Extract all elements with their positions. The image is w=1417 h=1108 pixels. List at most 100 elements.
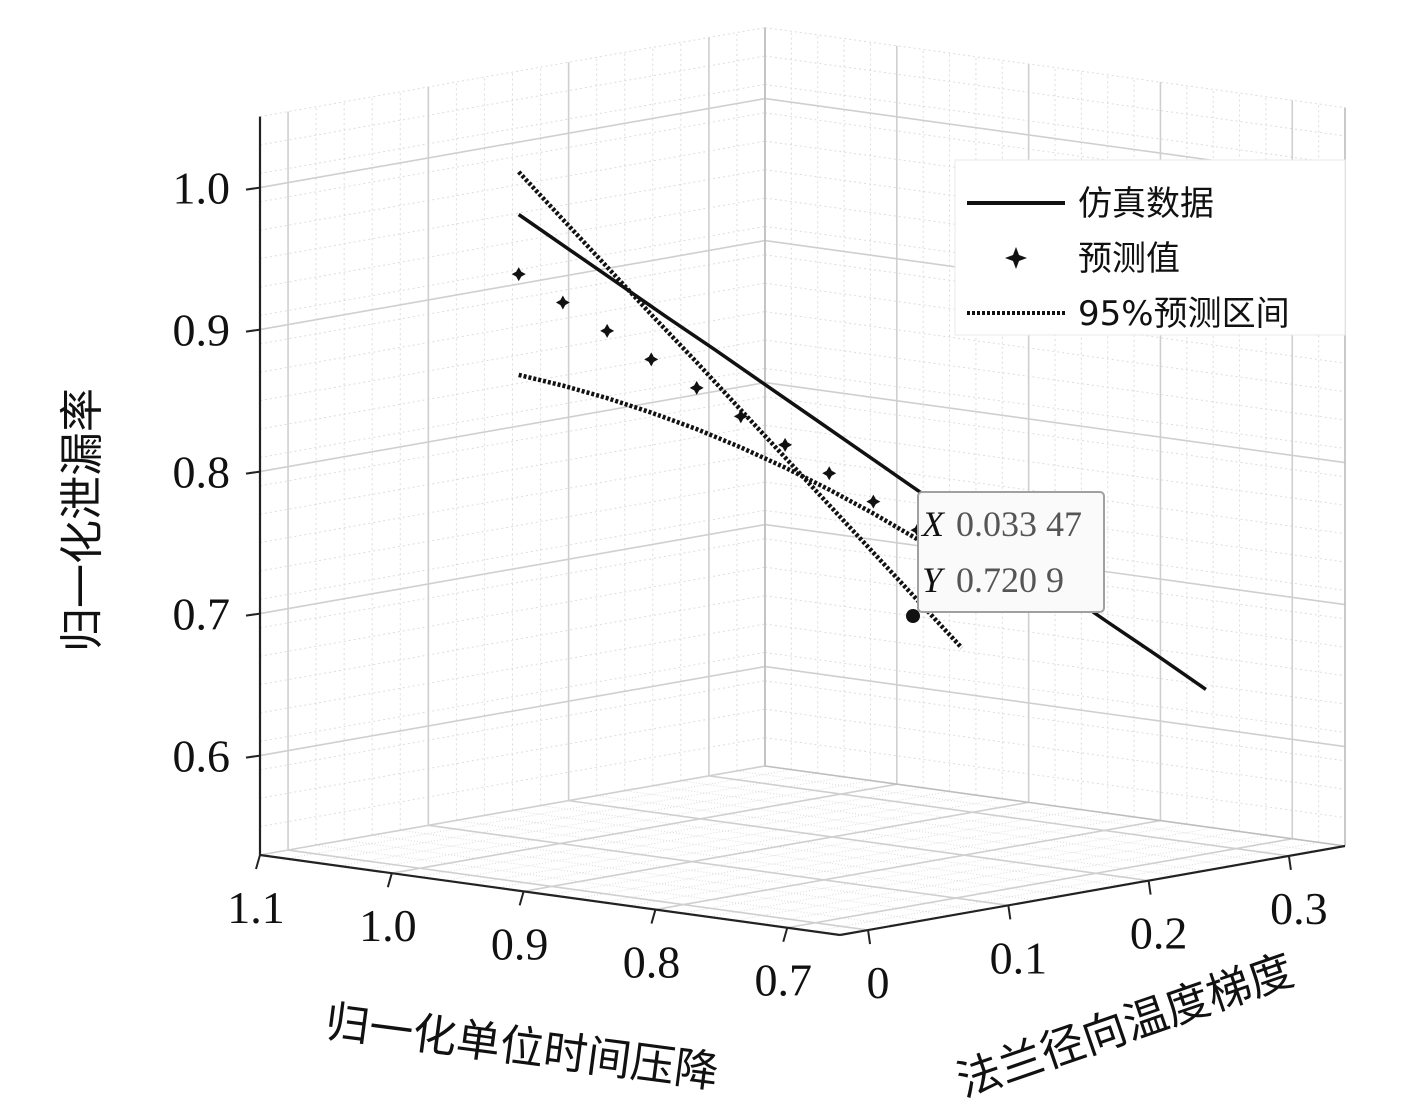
datatip: X 0.033 47 Y 0.720 9 — [906, 491, 1105, 623]
x-tick-mark — [650, 909, 657, 924]
grid-minor-line — [708, 827, 1214, 918]
z-tick-mark — [245, 186, 261, 191]
prediction-point — [600, 323, 615, 338]
grid-major-line — [259, 97, 766, 189]
z-tick-mark — [245, 754, 261, 759]
grid-minor-line — [259, 453, 766, 544]
grid-minor-line — [549, 805, 1056, 896]
y-tick-mark — [1287, 855, 1292, 871]
datatip-box — [917, 491, 1105, 613]
grid-major-line — [259, 239, 766, 331]
grid-minor-line — [259, 27, 766, 118]
z-tick-mark — [245, 470, 261, 475]
grid-minor-line — [312, 772, 818, 863]
grid-minor-line — [259, 367, 766, 458]
grid-minor-line — [259, 396, 766, 487]
y-tick-mark — [1147, 880, 1152, 895]
legend-label-simulation: 仿真数据 — [1078, 184, 1214, 224]
grid-major-line — [568, 799, 1149, 882]
y-tick-mark — [1007, 905, 1012, 920]
z-tick-label: 0.7 — [173, 589, 231, 640]
grid-major-line — [259, 665, 766, 757]
grid-minor-line — [760, 834, 1266, 925]
grid-minor-line — [259, 197, 766, 288]
prediction-point — [644, 352, 659, 367]
x-tick-label: 0.8 — [623, 937, 681, 988]
prediction-point — [689, 380, 704, 395]
grid-major-line — [764, 381, 1346, 464]
grid-major-line — [523, 801, 1029, 893]
x-tick-mark — [518, 891, 525, 906]
prediction-point — [866, 494, 881, 509]
legend-marker-star — [1005, 247, 1027, 269]
grid-minor-line — [259, 651, 766, 742]
x-tick-label: 0.9 — [491, 918, 549, 969]
x-tick-label: 1.1 — [227, 882, 285, 933]
legend-label-interval: 95%预测区间 — [1078, 294, 1290, 334]
grid-major-line — [655, 819, 1161, 911]
legend-label-prediction: 预测值 — [1078, 239, 1180, 279]
grid-minor-line — [259, 311, 766, 402]
prediction-point — [778, 437, 793, 452]
grid-major-line — [708, 775, 1289, 857]
x-tick-mark — [782, 927, 789, 943]
prediction-point — [733, 409, 748, 424]
legend-box — [954, 159, 1346, 336]
grid-major-line — [287, 849, 869, 931]
grid-minor-line — [470, 794, 976, 885]
interval-line — [518, 372, 963, 569]
y-tick-label: 0.2 — [1130, 908, 1188, 959]
grid-minor-line — [259, 282, 766, 373]
grid-major-line — [787, 837, 1293, 929]
axis-layer: 1.1 1.0 0.9 0.8 0.7 0 0.1 0.2 0.3 1.0 0.9 0.8 0.7 0.6 — [173, 116, 1346, 1008]
z-tick-mark — [245, 612, 261, 617]
grid-edge-line — [764, 765, 1346, 847]
z-axis-label: 归一化泄漏率 — [57, 388, 108, 652]
grid-minor-line — [259, 566, 766, 657]
grid-minor-line — [259, 737, 766, 828]
datatip-anchor-point — [906, 609, 920, 623]
datatip-y-value: 0.720 9 — [956, 560, 1064, 600]
grid-major-line — [428, 824, 1009, 907]
x-tick-label: 1.0 — [359, 900, 417, 951]
grid-major-line — [259, 523, 766, 615]
grid-minor-line — [576, 809, 1082, 900]
y-tick-label: 0.3 — [1270, 883, 1328, 934]
grid-minor-line — [497, 798, 1003, 889]
y-tick-mark — [867, 929, 872, 945]
prediction-point — [555, 295, 570, 310]
datatip-x-key: X — [920, 504, 946, 544]
x-tick-mark — [255, 854, 261, 870]
grid-major-line — [259, 381, 766, 473]
prediction-point — [822, 466, 837, 481]
grid-minor-line — [339, 776, 845, 867]
grid-minor-line — [372, 834, 953, 916]
z-tick-label: 0.9 — [173, 305, 231, 356]
grid-major-line — [259, 765, 766, 856]
z-tick-label: 0.8 — [173, 447, 231, 498]
grid-minor-line — [286, 769, 792, 860]
x-axis-label: 归一化单位时间压降 — [322, 996, 721, 1098]
grid-minor-line — [259, 538, 766, 629]
grid-minor-line — [681, 823, 1187, 914]
grid-minor-line — [259, 481, 766, 572]
grid-minor-line — [365, 780, 871, 871]
grid-major-line — [764, 665, 1346, 748]
grid-minor-line — [259, 112, 766, 203]
grid-minor-line — [259, 225, 766, 316]
grid-major-line — [391, 783, 897, 874]
z-tick-label: 1.0 — [173, 163, 231, 214]
prediction-point — [511, 267, 526, 282]
datatip-y-key: Y — [922, 560, 946, 600]
y-tick-label: 0.1 — [990, 932, 1048, 983]
datatip-x-value: 0.033 47 — [956, 504, 1082, 544]
x-tick-label: 0.7 — [755, 955, 813, 1006]
x-tick-mark — [386, 872, 393, 888]
y-tick-label: 0 — [867, 957, 890, 1008]
z-tick-label: 0.6 — [173, 731, 231, 782]
z-tick-mark — [245, 328, 261, 333]
grid-minor-line — [259, 140, 766, 231]
y-axis-line — [839, 844, 1346, 937]
legend: 仿真数据 预测值 95%预测区间 — [954, 159, 1346, 336]
